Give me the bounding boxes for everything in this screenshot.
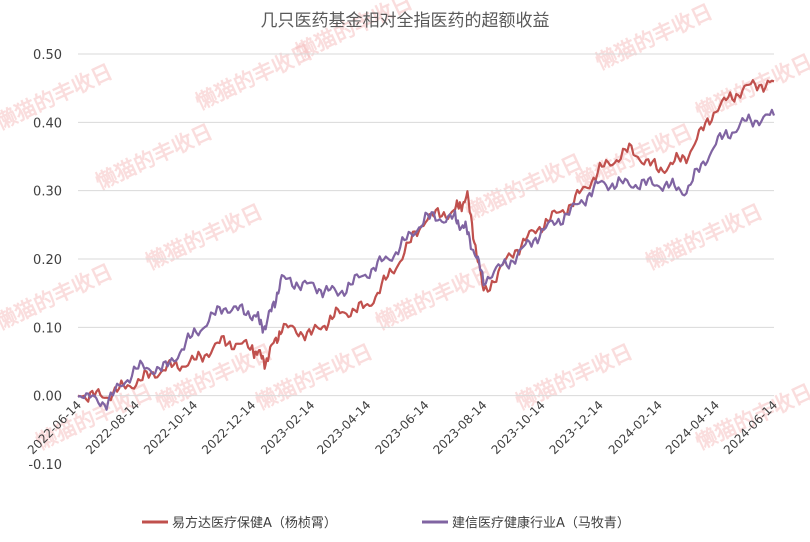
y-tick-label: 0.20 — [33, 253, 62, 268]
plot-area — [77, 79, 776, 411]
y-tick-label: -0.10 — [28, 458, 62, 473]
x-tick-label: 2023-08-14 — [431, 398, 490, 457]
watermark-text: 懒猫的丰收日 — [642, 200, 766, 275]
watermark-text: 懒猫的丰收日 — [292, 0, 416, 65]
y-axis: -0.10 0.00 0.10 0.20 0.30 0.40 0.50 — [28, 48, 62, 473]
y-tick-label: 0.30 — [33, 185, 62, 200]
x-tick-label: 2023-06-14 — [372, 398, 431, 457]
series-line-0 — [77, 79, 775, 403]
watermark-text: 懒猫的丰收日 — [512, 340, 636, 415]
x-tick-label: 2023-04-14 — [314, 398, 373, 457]
watermark-text: 懒猫的丰收日 — [692, 50, 810, 125]
watermark-text: 懒猫的丰收日 — [142, 200, 266, 275]
legend-label-yifangda[interactable]: 易方达医疗保健A（杨桢霄） — [172, 515, 337, 531]
y-tick-label: 0.40 — [33, 116, 62, 131]
x-tick-label: 2022-12-14 — [199, 398, 258, 457]
x-tick-label: 2024-02-14 — [606, 398, 665, 457]
legend: 易方达医疗保健A（杨桢霄） 建信医疗健康行业A（马牧青） — [142, 515, 630, 531]
x-axis: 2022-06-142022-08-142022-10-142022-12-14… — [25, 398, 780, 457]
y-tick-label: 0.50 — [33, 48, 62, 63]
gridlines — [78, 53, 774, 397]
x-tick-label: 2023-12-14 — [547, 398, 606, 457]
series-line-1 — [77, 108, 776, 411]
y-tick-label: 0.00 — [33, 390, 62, 405]
legend-label-jianxin[interactable]: 建信医疗健康行业A（马牧青） — [452, 515, 630, 531]
watermark-text: 懒猫的丰收日 — [592, 0, 716, 75]
chart-title: 几只医药基金相对全指医药的超额收益 — [261, 11, 550, 31]
y-tick-label: 0.10 — [33, 321, 62, 336]
watermark-text: 懒猫的丰收日 — [92, 120, 216, 195]
